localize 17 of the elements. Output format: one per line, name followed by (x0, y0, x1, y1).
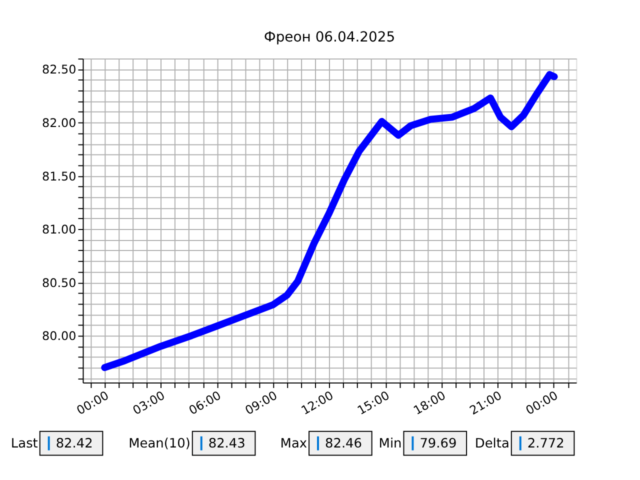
text: Delta (474, 436, 510, 452)
chart-title: Фреон 06.04.2025 (264, 30, 396, 46)
text: Min (378, 436, 402, 452)
text: 79.69 (420, 436, 457, 452)
y-tick-label: 80.00 (42, 329, 76, 344)
text: Max (280, 436, 308, 452)
y-tick-label: 82.00 (42, 116, 76, 130)
y-tick-label: 80.50 (42, 276, 76, 290)
text: 82.43 (208, 436, 246, 452)
y-tick-label: 81.00 (42, 222, 76, 237)
y-tick-label: 81.50 (42, 169, 76, 184)
y-tick-label: 82.50 (42, 62, 76, 77)
text: 82.42 (56, 436, 93, 452)
text: 2.772 (527, 436, 564, 452)
text: 82.46 (324, 436, 362, 452)
text: Last (10, 436, 38, 452)
text: Mean(10) (128, 436, 190, 452)
